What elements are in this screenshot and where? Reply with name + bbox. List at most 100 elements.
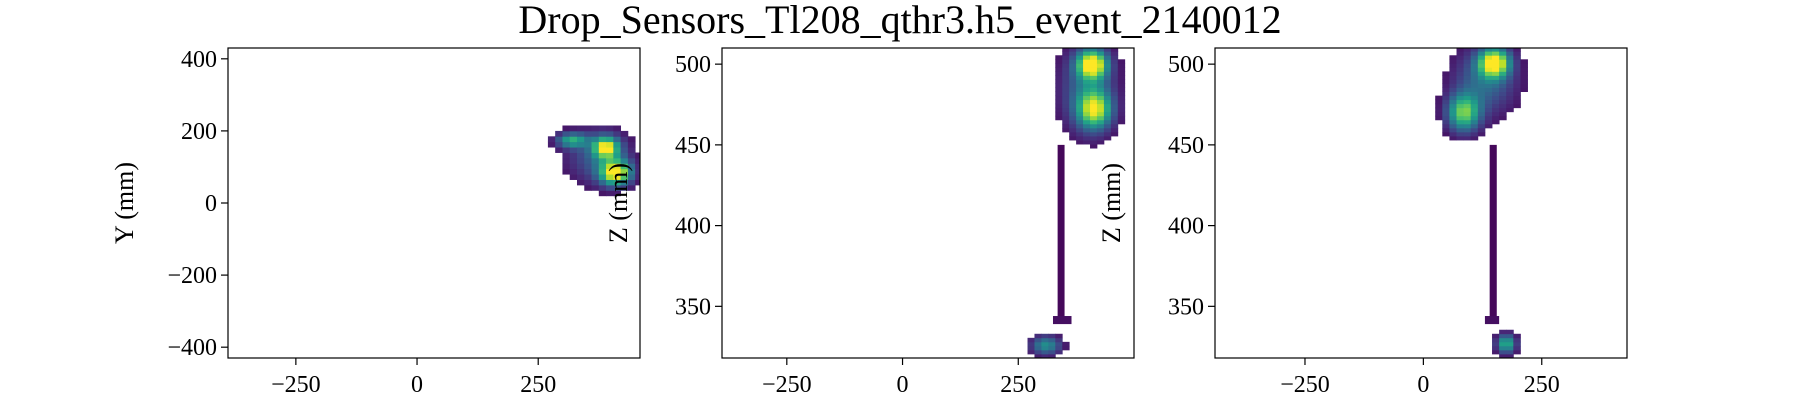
heatmap-cell (1463, 103, 1472, 109)
heatmap-cell (635, 174, 640, 180)
heatmap-cell (1069, 103, 1077, 109)
heatmap-cell (1499, 341, 1507, 347)
heatmap-cell (1456, 127, 1465, 133)
heatmap-cell (1456, 107, 1465, 113)
heatmap-cell (1484, 79, 1493, 84)
heatmap-cell (1513, 349, 1521, 355)
heatmap-cell (1470, 123, 1479, 129)
heatmap-cell (1027, 341, 1035, 347)
heatmap-cell (1076, 91, 1084, 97)
heatmap-cell (627, 152, 636, 159)
heatmap-cell (1096, 67, 1105, 72)
yz-projection-panel: −250 0 250 350 400 450 500 Z (mm) (1097, 47, 1628, 398)
heatmap-cell (1076, 83, 1084, 88)
heatmap-cell (1117, 99, 1126, 105)
heatmap-cell (620, 141, 629, 148)
heatmap-cell (1477, 111, 1486, 117)
heatmap-cell (1520, 63, 1528, 68)
heatmap-cell (1477, 71, 1486, 76)
y-tick-label: 450 (1168, 133, 1204, 159)
heatmap-cell (1096, 127, 1105, 133)
heatmap-cell (613, 190, 622, 197)
heatmap-cell (1442, 123, 1450, 129)
heatmap-cell (584, 152, 592, 159)
heatmap-cell (1449, 127, 1457, 133)
heatmap-cell (584, 141, 592, 148)
heatmap-cell (1096, 119, 1105, 125)
heatmap-cell (613, 157, 622, 164)
heatmap-cell (1492, 119, 1500, 125)
heatmap-cell (1069, 95, 1077, 101)
x-tick-label: 0 (897, 372, 909, 398)
heatmap-cell (1499, 95, 1507, 101)
heatmap-cell (1499, 59, 1507, 64)
heatmap-cell (1090, 79, 1098, 84)
heatmap-cell (1055, 103, 1063, 109)
heatmap-cell (1103, 71, 1112, 76)
heatmap-cell (1076, 135, 1084, 141)
heatmap-cell (598, 141, 607, 148)
heatmap-cell (1083, 75, 1091, 80)
heatmap-cell (1083, 103, 1091, 109)
heatmap-cell (555, 147, 563, 153)
heatmap-cell (1449, 67, 1457, 72)
heatmap-cell (613, 152, 622, 159)
heatmap-cell (1096, 111, 1105, 117)
heatmap-cell (1083, 140, 1091, 145)
heatmap-cell (1103, 67, 1112, 72)
heatmap-cell (1062, 111, 1070, 117)
heatmap-cell (1442, 103, 1450, 109)
heatmap-cell (1055, 67, 1063, 72)
heatmap-cell (1103, 103, 1112, 109)
heatmap-cell (1076, 95, 1084, 101)
heatmap-cell (1499, 111, 1507, 117)
heatmap-cell (1062, 99, 1070, 105)
heatmap-cell (1096, 123, 1105, 129)
heatmap-cell (1034, 333, 1042, 339)
heatmap-cell (1513, 51, 1521, 56)
heatmap-cells (1435, 48, 1528, 358)
heatmap-cell (569, 130, 578, 137)
heatmap-cell (1090, 83, 1098, 88)
heatmap-cell (1506, 71, 1514, 76)
heatmap-cell (1456, 103, 1465, 109)
heatmap-cell (1470, 59, 1479, 64)
heatmap-cell (613, 168, 622, 175)
heatmap-cell (1435, 95, 1443, 101)
heatmap-cell (1103, 55, 1112, 60)
heatmap-cell (1484, 51, 1493, 56)
heatmap-cell (1103, 115, 1112, 121)
heatmap-cell (1062, 71, 1070, 76)
heatmap-cell (1062, 119, 1070, 125)
heatmap-cell (1048, 349, 1056, 355)
heatmap-cell (1090, 67, 1098, 72)
heatmap-cell (569, 157, 578, 164)
heatmap-cell (562, 157, 571, 164)
heatmap-cell (1117, 67, 1126, 72)
heatmap-cell (1484, 99, 1493, 105)
y-tick-label: 450 (675, 133, 711, 159)
heatmap-cell (1463, 95, 1472, 101)
heatmap-cell (1103, 135, 1112, 141)
heatmap-cell (1513, 87, 1521, 92)
heatmap-cell (620, 147, 629, 153)
heatmap-cell (1083, 119, 1091, 125)
heatmap-cell (576, 147, 585, 153)
heatmap-cell (591, 125, 600, 132)
heatmap-cell (1117, 91, 1126, 97)
heatmap-cell (635, 168, 640, 175)
heatmap-cell (576, 152, 585, 159)
heatmap-cell (1484, 59, 1493, 64)
heatmap-cell (1069, 59, 1077, 64)
heatmap-cell (627, 179, 636, 186)
heatmap-cell (1463, 59, 1472, 64)
heatmap-cell (1103, 87, 1112, 92)
heatmap-cell (1103, 63, 1112, 68)
heatmap-cell (555, 136, 563, 143)
heatmap-cell (1506, 95, 1514, 101)
heatmap-cell (562, 125, 571, 132)
heatmap-cell (1110, 75, 1119, 80)
heatmap-cell (1083, 51, 1091, 56)
heatmap-cell (1442, 87, 1450, 92)
heatmap-cell (1055, 83, 1063, 88)
